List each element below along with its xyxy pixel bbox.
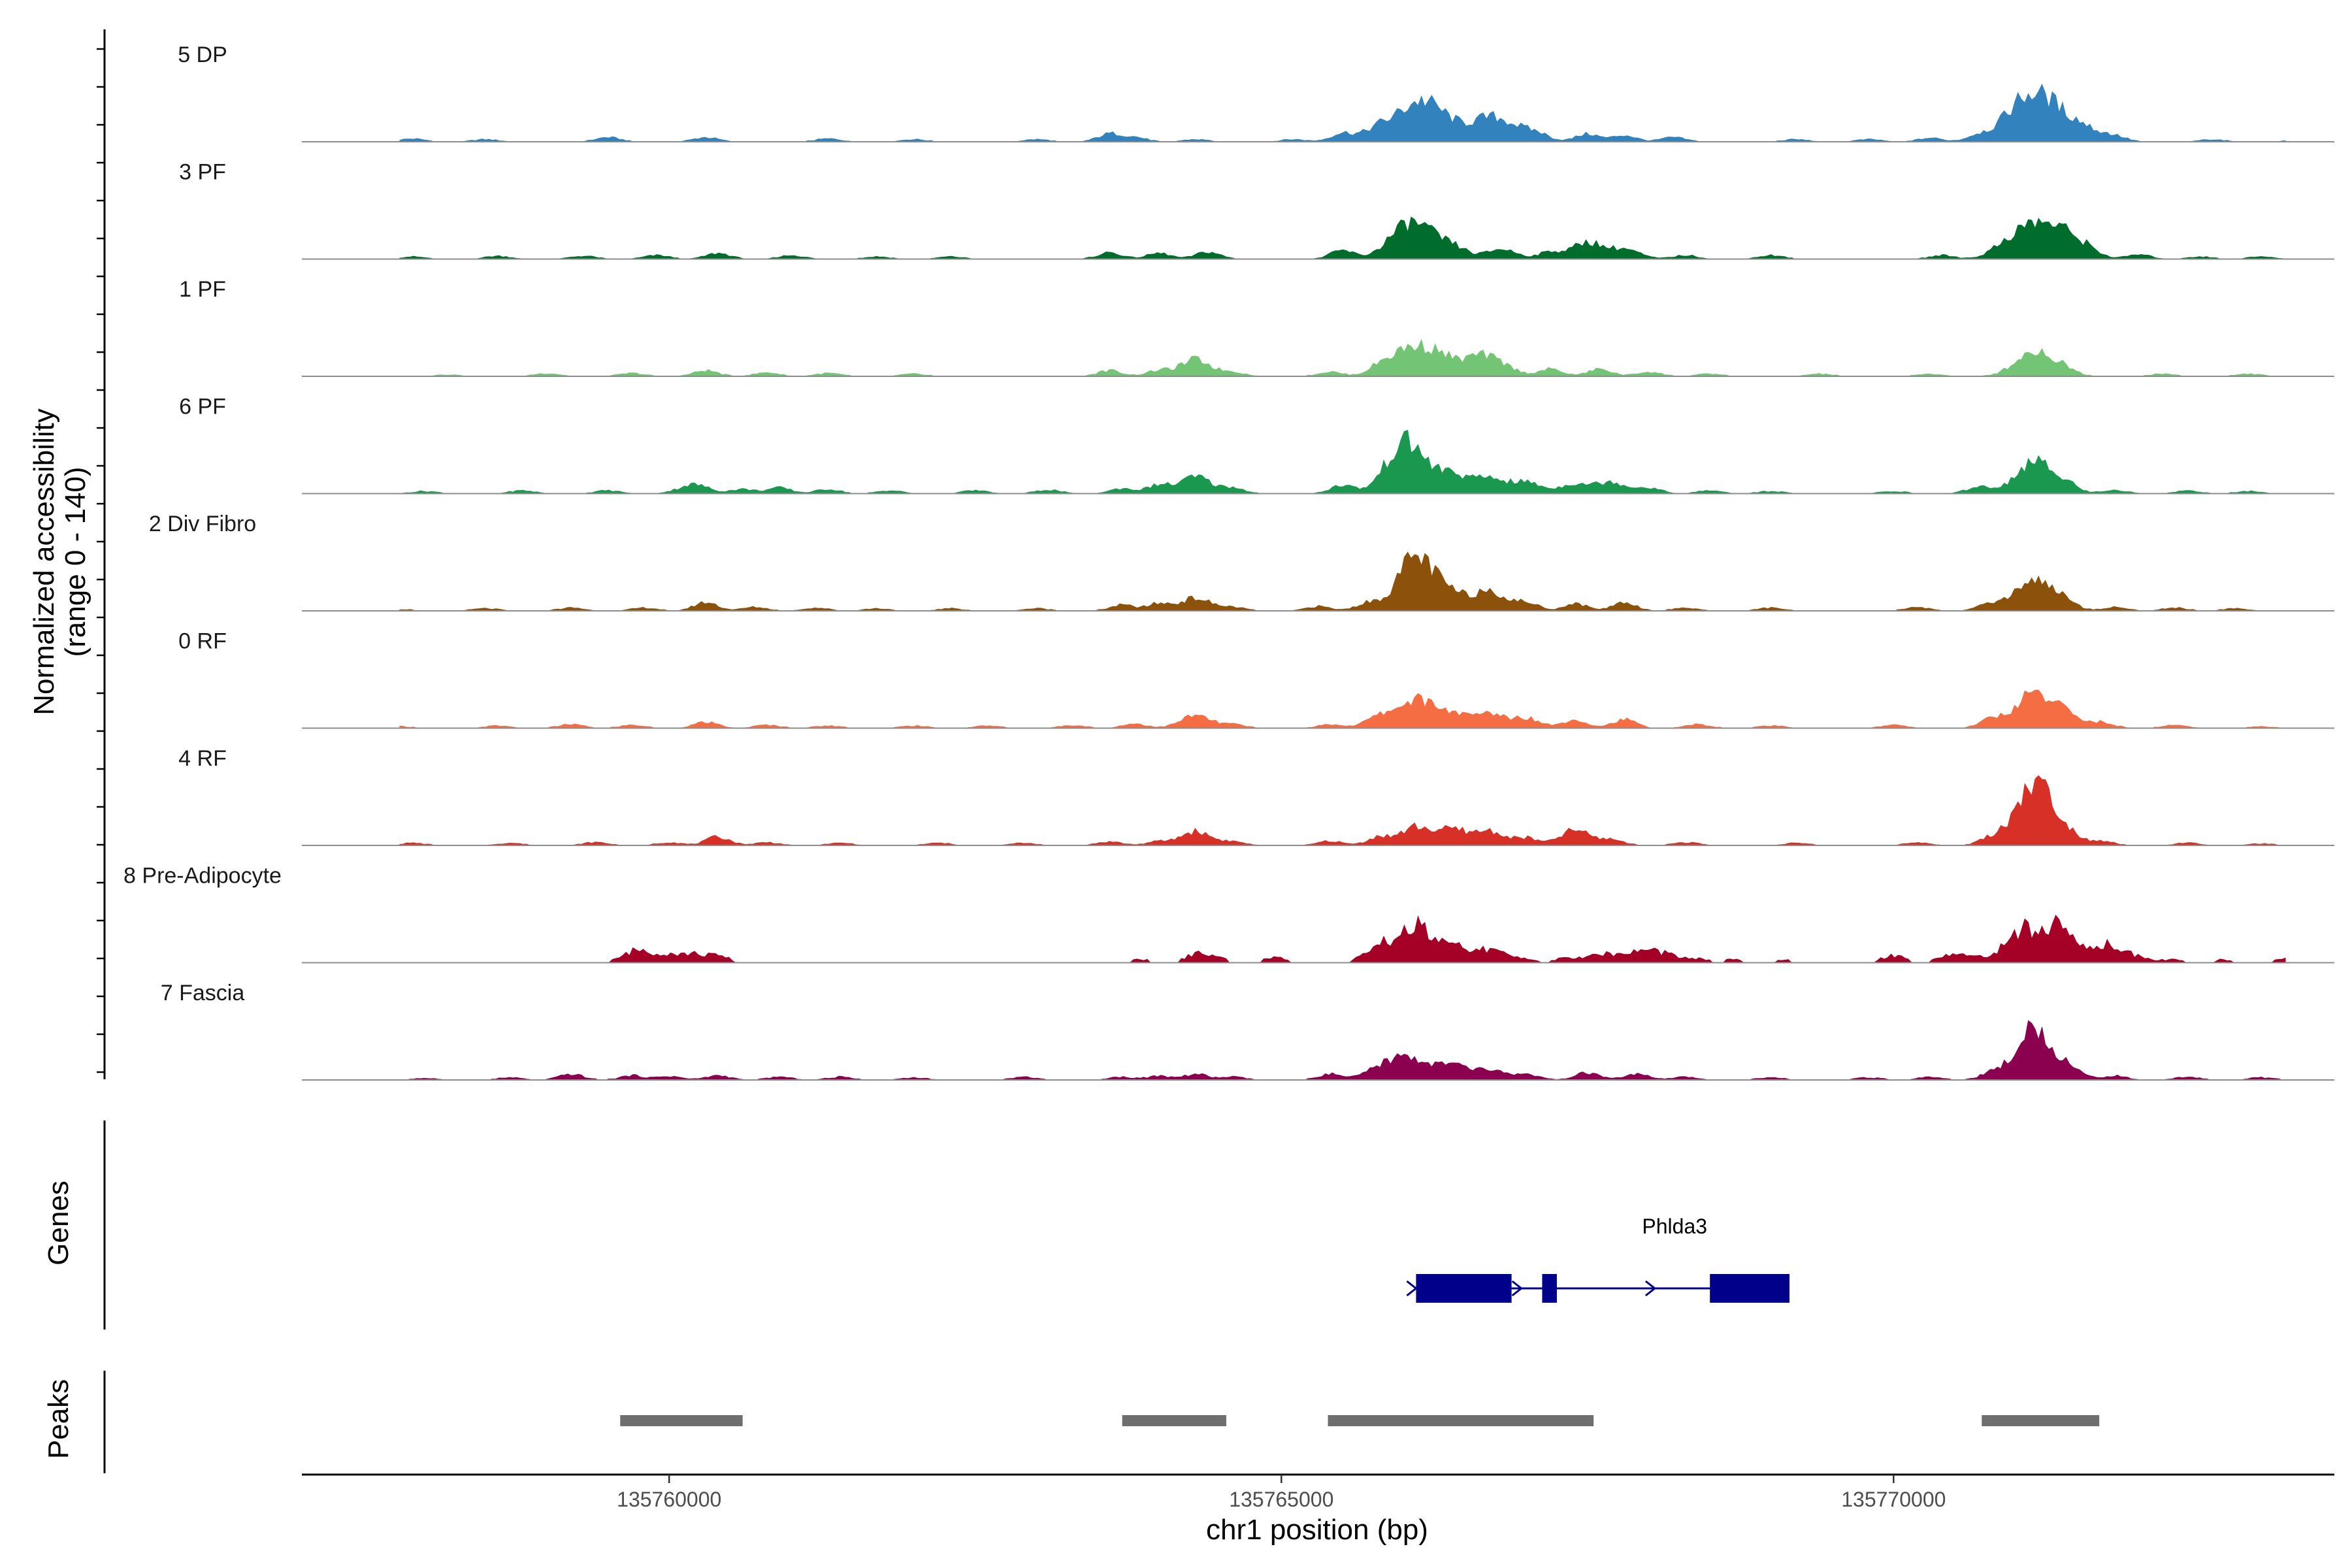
gene-exon bbox=[1710, 1274, 1790, 1303]
gene-exon bbox=[1542, 1274, 1557, 1303]
strand-arrow-icon bbox=[1511, 1280, 1524, 1297]
signal-area bbox=[399, 216, 2286, 259]
gene-name-label: Phlda3 bbox=[1642, 1215, 1707, 1238]
track-label: 5 DP bbox=[178, 42, 227, 67]
strand-arrow-icon bbox=[1644, 1280, 1657, 1297]
track-6-pf: 6 PF bbox=[179, 395, 2334, 495]
track-label: 6 PF bbox=[179, 395, 226, 419]
x-tick-label: 135765000 bbox=[1229, 1488, 1333, 1511]
signal-area bbox=[399, 1020, 2285, 1081]
signal-area bbox=[399, 83, 2286, 142]
signal-area bbox=[399, 775, 2285, 846]
peaks-panel-title: Peaks bbox=[42, 1379, 74, 1459]
track-1-pf: 1 PF bbox=[179, 277, 2334, 377]
y-axis-title-line1: Normalized accessibility bbox=[28, 408, 60, 715]
peak-region bbox=[1982, 1415, 2100, 1426]
track-label: 4 RF bbox=[178, 746, 227, 771]
signal-area bbox=[399, 915, 2286, 963]
peak-region bbox=[1122, 1415, 1226, 1426]
signal-area bbox=[399, 689, 2285, 728]
signal-area bbox=[399, 338, 2285, 377]
signal-area bbox=[399, 551, 2285, 612]
peaks-panel: Peaks bbox=[42, 1371, 2100, 1473]
track-label: 3 PF bbox=[179, 160, 226, 185]
coverage-y-axis: Normalized accessibility (range 0 - 140) bbox=[28, 29, 106, 1079]
track-8-pre-adipocyte: 8 Pre-Adipocyte bbox=[123, 864, 2334, 964]
x-axis-title: chr1 position (bp) bbox=[1206, 1514, 1428, 1546]
gene-exon bbox=[1416, 1274, 1512, 1303]
peak-region bbox=[620, 1415, 743, 1426]
peak-region bbox=[1328, 1415, 1594, 1426]
track-label: 8 Pre-Adipocyte bbox=[123, 864, 282, 889]
strand-arrow-icon bbox=[1406, 1280, 1418, 1297]
track-label: 0 RF bbox=[178, 629, 227, 654]
x-axis: chr1 position (bp) 135760000 135765000 135… bbox=[302, 1473, 2334, 1546]
track-0-rf: 0 RF bbox=[178, 629, 2334, 729]
genes-panel-title: Genes bbox=[42, 1181, 74, 1266]
track-5-dp: 5 DP bbox=[178, 42, 2334, 142]
track-label: 7 Fascia bbox=[161, 981, 245, 1005]
track-2-div-fibro: 2 Div Fibro bbox=[149, 512, 2334, 612]
track-4-rf: 4 RF bbox=[178, 746, 2334, 846]
track-7-fascia: 7 Fascia bbox=[161, 981, 2334, 1081]
signal-area bbox=[399, 430, 2285, 494]
genes-panel: Genes Phlda3 bbox=[42, 1120, 1790, 1330]
x-tick-label: 135770000 bbox=[1841, 1488, 1946, 1511]
track-label: 1 PF bbox=[179, 277, 226, 302]
track-3-pf: 3 PF bbox=[179, 160, 2334, 260]
coverage-panel: 5 DP 3 PF 1 PF 6 PF 2 Div Fibro 0 RF 4 RF 8 Pre… bbox=[123, 42, 2334, 1081]
y-axis-title-line2: (range 0 - 140) bbox=[59, 466, 91, 657]
gene-phlda3: Phlda3 bbox=[1406, 1215, 1790, 1303]
x-tick-label: 135760000 bbox=[617, 1488, 721, 1511]
track-label: 2 Div Fibro bbox=[149, 512, 256, 536]
